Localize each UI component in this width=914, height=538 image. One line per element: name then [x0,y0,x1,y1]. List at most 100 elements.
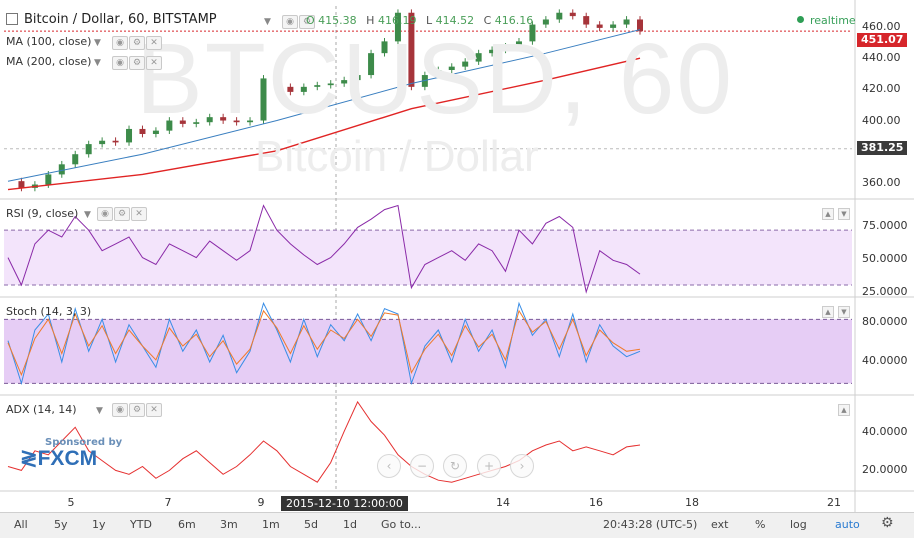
chevron-down-icon[interactable]: ▼ [264,17,271,27]
candle-body [193,122,200,124]
chevron-down-icon[interactable]: ▼ [96,406,103,416]
candle-body [327,83,334,86]
candle-body [139,128,146,134]
price-tick: 360.00 [862,176,901,189]
ohlc-low: 414.52 [435,14,475,27]
range-all[interactable]: All [14,518,28,531]
stoch-label[interactable]: Stoch (14, 3, 3) [6,305,92,318]
rsi-line [7,204,641,294]
candle-body [260,78,267,121]
zoom-in-icon[interactable]: + [477,454,501,478]
pane-down-icon[interactable]: ▼ [838,208,850,220]
close-icon[interactable]: ✕ [131,207,147,221]
range-1y[interactable]: 1y [92,518,106,531]
close-icon[interactable]: ✕ [146,403,162,417]
ma200-label[interactable]: MA (200, close) [6,55,92,68]
rsi-band [4,230,852,286]
ma100-line [7,29,641,182]
chart-title: Bitcoin / Dollar, 60, BITSTAMP [24,12,217,27]
stoch-d-line [7,309,641,377]
chevron-down-icon[interactable]: ▼ [94,58,101,68]
ohlc-c-label: C [483,14,492,27]
settings-icon[interactable]: ⚙ [129,56,145,70]
adx-tick: 40.0000 [862,425,908,438]
fxcm-logo-mark-icon: ≷ [20,447,38,470]
ma200-line [7,57,641,191]
price-tick: 420.00 [862,82,901,95]
candle-body [206,117,213,123]
auto-toggle[interactable]: auto [835,518,860,531]
fxcm-brand: FXCM [37,447,98,470]
candle-body [58,164,65,175]
rsi-label[interactable]: RSI (9, close) [6,207,79,220]
x-tick: 7 [164,496,172,509]
range-3m[interactable]: 3m [220,518,238,531]
scroll-left-icon[interactable]: ‹ [377,454,401,478]
watermark-symbol: BTCUSD, 60 [136,23,734,135]
fxcm-logo[interactable]: ≷FXCM [20,446,97,471]
close-icon[interactable]: ✕ [146,36,162,50]
settings-icon[interactable]: ⚙ [129,403,145,417]
range-1m[interactable]: 1m [262,518,280,531]
candle-body [152,130,159,134]
ohlc-readout: O 415.38 H 416.19 L 414.52 C 416.16 [306,14,533,27]
gear-icon[interactable]: ⚙ [881,515,894,531]
eye-icon[interactable]: ◉ [112,56,128,70]
eye-icon[interactable]: ◉ [282,15,298,29]
goto-date-button[interactable]: Go to... [381,518,422,531]
candle-body [610,24,617,28]
candle-body [99,140,106,145]
pane-down-icon[interactable]: ▼ [838,306,850,318]
candle-body [126,128,133,143]
scroll-right-icon[interactable]: › [510,454,534,478]
chevron-down-icon[interactable]: ▼ [84,210,91,220]
candle-body [637,19,643,32]
reset-icon[interactable]: ↻ [443,454,467,478]
range-ytd[interactable]: YTD [130,518,152,531]
settings-icon[interactable]: ⚙ [129,36,145,50]
adx-label[interactable]: ADX (14, 14) [6,403,77,416]
candle-body [85,144,92,155]
pane-up-icon[interactable]: ▲ [822,208,834,220]
candle-body [273,78,280,87]
settings-icon[interactable]: ⚙ [299,15,315,29]
zoom-out-icon[interactable]: − [410,454,434,478]
candle-body [583,16,590,25]
ohlc-open: 415.38 [318,14,357,27]
candle-body [542,19,549,25]
eye-icon[interactable]: ◉ [112,403,128,417]
pane-up-icon[interactable]: ▲ [838,404,850,416]
range-6m[interactable]: 6m [178,518,196,531]
percent-toggle[interactable]: % [755,518,766,531]
candle-body [502,46,509,50]
candle-body [435,70,442,76]
candle-body [515,41,522,47]
candle-body [220,117,227,121]
ma100-label[interactable]: MA (100, close) [6,35,92,48]
range-1d[interactable]: 1d [343,518,357,531]
close-icon[interactable]: ✕ [146,56,162,70]
bottom-toolbar [0,512,914,538]
ohlc-close: 416.16 [494,14,534,27]
symbol-checkbox-icon[interactable] [6,13,18,25]
x-tick: 5 [67,496,75,509]
range-5d[interactable]: 5d [304,518,318,531]
candle-body [166,120,173,131]
eye-icon[interactable]: ◉ [112,36,128,50]
ext-toggle[interactable]: ext [711,518,729,531]
watermark-name: Bitcoin / Dollar [255,132,539,181]
ohlc-h-label: H [366,14,375,27]
eye-icon[interactable]: ◉ [97,207,113,221]
x-tick: 14 [496,496,510,509]
candle-body [72,154,79,165]
candle-body [179,120,186,124]
log-toggle[interactable]: log [790,518,807,531]
rsi-tick: 50.0000 [862,252,908,265]
pane-up-icon[interactable]: ▲ [822,306,834,318]
chevron-down-icon[interactable]: ▼ [94,38,101,48]
settings-icon[interactable]: ⚙ [114,207,130,221]
range-5y[interactable]: 5y [54,518,68,531]
price-tick: 400.00 [862,114,901,127]
candle-body [408,12,415,87]
